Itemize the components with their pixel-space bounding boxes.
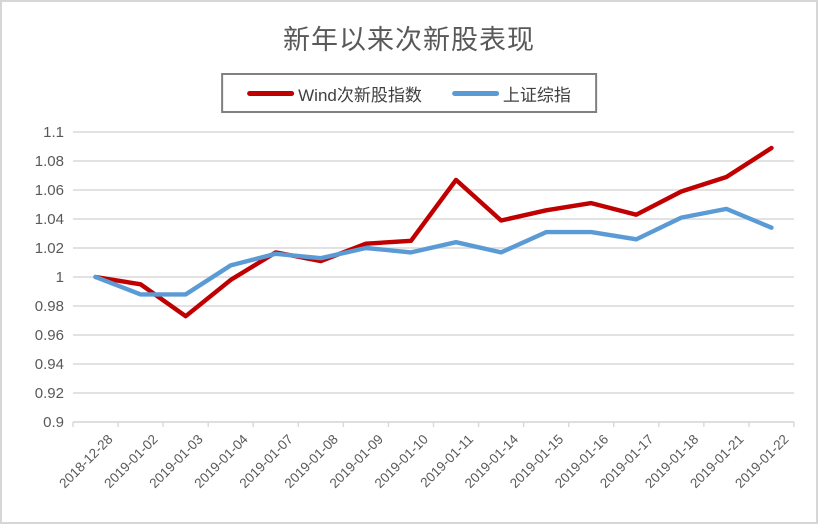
legend: Wind次新股指数 上证综指 bbox=[221, 73, 597, 113]
y-tick-label: 1.04 bbox=[35, 211, 64, 228]
y-tick-label: 1.1 bbox=[43, 124, 64, 141]
y-tick-label: 0.9 bbox=[43, 414, 64, 431]
chart-title: 新年以来次新股表现 bbox=[283, 25, 535, 55]
x-axis bbox=[72, 421, 795, 427]
y-tick-label: 0.92 bbox=[35, 385, 64, 402]
y-tick-label: 0.94 bbox=[35, 356, 64, 373]
y-tick-label: 1.08 bbox=[35, 153, 64, 170]
legend-swatch-blue-line-icon bbox=[451, 90, 499, 96]
y-tick-label: 0.98 bbox=[35, 298, 64, 315]
legend-item-wind-index[interactable]: Wind次新股指数 bbox=[247, 81, 422, 106]
x-axis-labels: 2018-12-282019-01-022019-01-032019-01-04… bbox=[56, 431, 791, 491]
series-line-0[interactable] bbox=[93, 145, 774, 319]
legend-label-shanghai-composite: 上证综指 bbox=[502, 85, 571, 105]
y-tick-label: 0.96 bbox=[35, 327, 64, 344]
gridlines bbox=[73, 131, 794, 423]
legend-item-shanghai-composite[interactable]: 上证综指 bbox=[451, 81, 571, 106]
legend-label-wind-index: Wind次新股指数 bbox=[298, 85, 422, 105]
y-axis-labels: 1.1 1.08 1.06 1.04 1.02 1 0.98 0.96 0.94 0.92 0.9 bbox=[35, 124, 64, 431]
y-tick-label: 1 bbox=[56, 269, 64, 286]
y-tick-label: 1.06 bbox=[35, 182, 64, 199]
y-tick-label: 1.02 bbox=[35, 240, 64, 257]
series-line-1[interactable] bbox=[93, 206, 774, 297]
legend-swatch-red-line-icon bbox=[247, 90, 295, 96]
